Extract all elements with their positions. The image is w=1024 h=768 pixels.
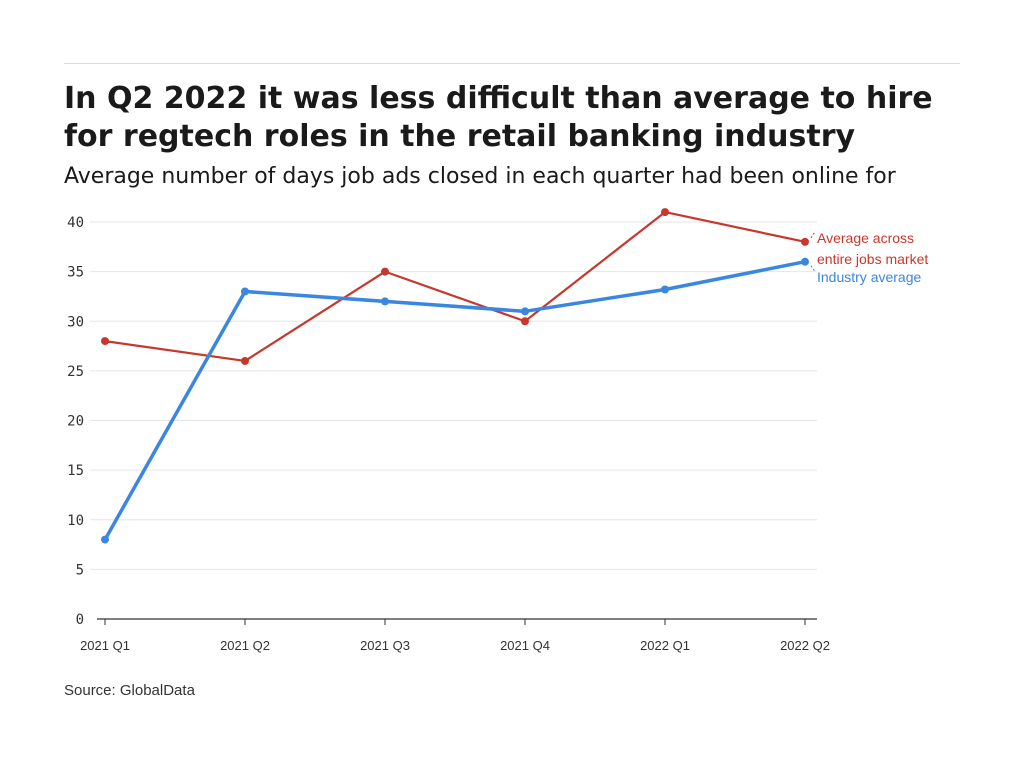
x-tick-label-0: 2021 Q1 — [80, 638, 130, 653]
x-tick-label-4: 2022 Q1 — [640, 638, 690, 653]
data-point-jobs_market-4 — [661, 208, 669, 217]
top-rule — [64, 63, 960, 64]
y-tick-label-40: 40 — [67, 215, 84, 231]
data-point-jobs_market-0 — [101, 337, 109, 346]
data-point-jobs_market-1 — [241, 356, 249, 365]
y-tick-label-0: 0 — [76, 612, 84, 628]
series-label-leader-jobs_market — [810, 231, 816, 239]
series-line-jobs_market — [103, 210, 807, 363]
chart-title: In Q2 2022 it was less difficult than av… — [64, 81, 933, 154]
y-tick-label-15: 15 — [67, 463, 84, 479]
series-label-leader-industry — [810, 265, 816, 272]
data-point-industry-0 — [101, 535, 109, 544]
y-tick-label-5: 5 — [76, 562, 84, 578]
data-point-industry-2 — [381, 297, 389, 306]
data-point-industry-5 — [801, 257, 809, 266]
x-tick-label-2: 2021 Q3 — [360, 638, 410, 653]
data-point-jobs_market-3 — [521, 317, 529, 326]
x-tick-label-5: 2022 Q2 — [780, 638, 830, 653]
data-point-industry-1 — [241, 287, 249, 296]
source-note: Source: GlobalData — [64, 682, 195, 699]
x-tick-label-3: 2021 Q4 — [500, 638, 550, 653]
x-tick-label-1: 2021 Q2 — [220, 638, 270, 653]
y-tick-label-35: 35 — [67, 265, 84, 281]
y-tick-label-10: 10 — [67, 513, 84, 529]
chart-subtitle: Average number of days job ads closed in… — [64, 164, 896, 189]
series-label-jobs_market-line-0: Average across — [817, 230, 914, 246]
data-point-industry-3 — [521, 307, 529, 316]
y-tick-label-30: 30 — [67, 314, 84, 330]
series-line-industry — [103, 259, 807, 542]
y-tick-label-20: 20 — [67, 414, 84, 430]
data-point-jobs_market-5 — [801, 237, 809, 246]
series-label-industry-line-0: Industry average — [817, 269, 921, 285]
data-point-industry-4 — [661, 285, 669, 294]
series-label-jobs_market-line-1: entire jobs market — [817, 251, 928, 267]
data-point-jobs_market-2 — [381, 267, 389, 276]
y-tick-label-25: 25 — [67, 364, 84, 380]
